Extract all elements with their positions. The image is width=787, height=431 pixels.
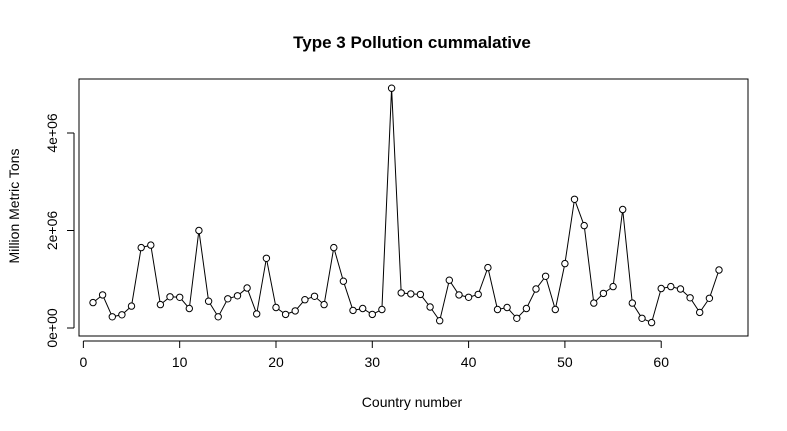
- data-point: [272, 303, 280, 312]
- data-point: [185, 304, 194, 313]
- data-point: [378, 305, 386, 314]
- data-point: [195, 226, 203, 235]
- data-point: [397, 289, 405, 297]
- data-point: [426, 303, 434, 311]
- data-point: [686, 294, 694, 302]
- data-point: [89, 298, 97, 307]
- data-point: [455, 291, 463, 299]
- data-point: [474, 290, 482, 299]
- data-point: [676, 285, 685, 293]
- data-point: [204, 297, 213, 305]
- data-point: [166, 293, 174, 301]
- data-point: [233, 292, 242, 300]
- data-point: [513, 314, 521, 322]
- y-tick-label: 0e+00: [44, 308, 60, 348]
- data-point: [281, 310, 290, 319]
- data-point: [301, 296, 309, 304]
- data-point: [291, 307, 299, 315]
- data-point: [108, 313, 117, 321]
- data-point: [243, 284, 251, 292]
- x-tick-label: 0: [79, 354, 87, 370]
- data-point: [214, 313, 222, 321]
- x-tick-label: 10: [172, 354, 188, 370]
- data-point: [464, 293, 473, 301]
- series-line: [92, 88, 720, 324]
- x-axis-label: Country number: [362, 394, 463, 410]
- data-point: [407, 290, 415, 298]
- data-point: [628, 299, 636, 307]
- data-point: [320, 300, 328, 309]
- data-point: [532, 285, 540, 293]
- data-point: [330, 243, 338, 252]
- x-axis: 0 10 20 30 40 50 60: [79, 340, 669, 370]
- data-point: [224, 295, 232, 303]
- data-point: [147, 241, 155, 249]
- data-point: [609, 282, 617, 291]
- data-point: [349, 306, 357, 315]
- data-point: [503, 303, 511, 312]
- data-point: [696, 308, 704, 317]
- data-point: [98, 291, 107, 299]
- data-point: [570, 195, 579, 204]
- series-markers: [89, 84, 723, 327]
- data-point: [368, 310, 376, 319]
- x-tick-label: 30: [365, 354, 381, 370]
- y-axis: 0e+00 2e+06 4e+06: [44, 113, 75, 348]
- y-axis-label: Million Metric Tons: [6, 149, 22, 264]
- data-point: [118, 311, 126, 319]
- data-point: [359, 304, 367, 313]
- data-point: [657, 284, 665, 293]
- data-point: [619, 205, 627, 214]
- plot-area-frame: [78, 78, 749, 337]
- data-point: [137, 243, 145, 252]
- data-point: [647, 318, 656, 327]
- data-point: [484, 263, 492, 272]
- y-tick-label: 4e+06: [44, 113, 60, 153]
- y-tick-label: 2e+06: [44, 211, 60, 251]
- x-tick-label: 20: [268, 354, 284, 370]
- x-tick-label: 60: [653, 354, 669, 370]
- data-point: [416, 290, 425, 299]
- data-point: [436, 317, 444, 325]
- chart-title: Type 3 Pollution cummalative: [293, 33, 531, 52]
- data-point: [339, 277, 348, 285]
- data-point: [176, 293, 184, 301]
- data-point: [387, 84, 396, 92]
- data-point: [156, 300, 165, 309]
- data-point: [522, 304, 531, 313]
- data-point: [493, 305, 502, 314]
- data-point: [667, 282, 675, 291]
- x-tick-label: 40: [461, 354, 477, 370]
- data-point: [262, 254, 271, 262]
- data-point: [599, 289, 608, 298]
- data-point: [127, 302, 136, 310]
- data-point: [561, 259, 569, 268]
- data-point: [705, 294, 714, 302]
- data-point: [590, 299, 598, 307]
- data-point: [310, 292, 319, 300]
- data-point: [715, 266, 723, 274]
- data-point: [445, 276, 453, 284]
- data-point: [580, 221, 588, 230]
- x-tick-label: 50: [557, 354, 573, 370]
- data-point: [253, 310, 261, 318]
- data-point: [551, 305, 559, 314]
- data-point: [541, 272, 550, 280]
- data-point: [638, 314, 646, 322]
